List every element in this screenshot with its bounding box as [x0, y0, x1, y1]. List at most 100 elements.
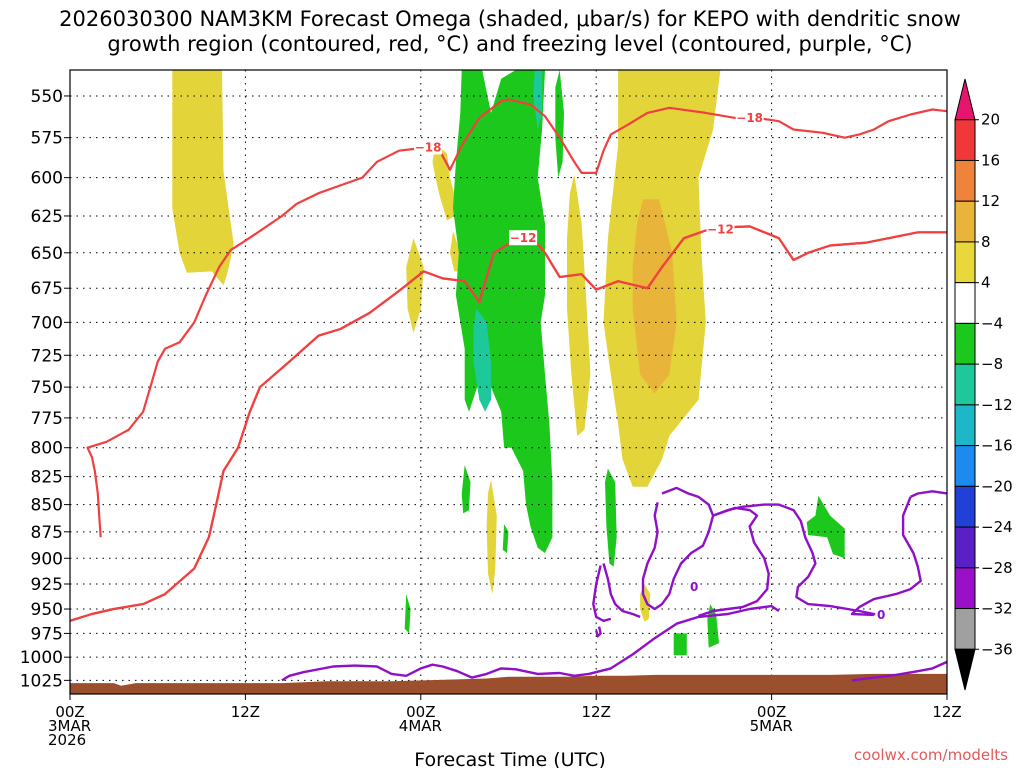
y-axis: 550 575 600 625 650 675 700 725 750 775 800 825 850 8… [20, 87, 70, 691]
isotherm-label-2: −12 [510, 231, 537, 245]
colorbar-label-0: 20 [981, 111, 1000, 129]
y-tick-label-1000: 1000 [20, 648, 63, 668]
freezing-level-contours [281, 486, 947, 682]
omega-region-16 [461, 465, 471, 514]
x-tick-label-4-1: 5MAR [750, 717, 793, 735]
colorbar-bin-top [954, 78, 976, 121]
colorbar-label-8: −16 [981, 437, 1013, 455]
colorbar-label-5: −4 [981, 314, 1003, 332]
freezing-level-0 [281, 604, 780, 682]
omega-region-17 [502, 524, 509, 553]
x-tick-label-2-0: 00Z [406, 703, 435, 721]
omega-region-6 [567, 174, 591, 436]
colorbar-bin-1 [954, 119, 976, 161]
colorbar: 20 16 12 8 4 −4 −8 −12 −16 −20 −24 −28 −32 −36 [954, 78, 1013, 691]
terrain-fill [70, 673, 947, 694]
x-tick-label-4-0: 00Z [757, 703, 786, 721]
y-tick-label-975: 975 [31, 624, 63, 644]
isotherm-label-1: −18 [736, 111, 763, 125]
freezing-level-7 [850, 496, 922, 617]
omega-region-15 [605, 468, 617, 567]
colorbar-label-9: −20 [981, 477, 1013, 495]
x-tick-label-2-1: 4MAR [399, 717, 442, 735]
colorbar-label-11: −28 [981, 559, 1013, 577]
plot-area: −18 −18 −12 −12 0 0 [70, 70, 947, 694]
omega-region-21 [806, 495, 845, 559]
freezing-level-2 [698, 506, 770, 618]
freezing-level-1 [641, 486, 715, 611]
x-tick-label-0-1: 3MAR [48, 717, 91, 735]
omega-region-0 [172, 70, 234, 286]
isotherm-red-1 [70, 225, 947, 622]
dendritic-isotherms [70, 98, 947, 622]
y-tick-label-700: 700 [31, 313, 63, 333]
isotherm-red-2 [86, 147, 414, 538]
colorbar-label-10: −24 [981, 518, 1013, 536]
omega-region-12 [533, 70, 543, 130]
x-tick-label-3-0: 12Z [582, 703, 611, 721]
colorbar-label-1: 16 [981, 151, 1000, 169]
y-tick-label-750: 750 [31, 378, 63, 398]
omega-region-10 [453, 70, 553, 553]
freezing-label-bg-1 [875, 606, 888, 622]
chart-title-line2: growth region (contoured, red, °C) and f… [107, 32, 912, 56]
y-tick-label-575: 575 [31, 129, 63, 149]
y-tick-label-900: 900 [31, 549, 63, 569]
isotherm-label-bg-0 [414, 139, 443, 155]
plot-frame [69, 69, 948, 695]
isotherm-label-bg-3 [706, 221, 735, 237]
y-tick-label-850: 850 [31, 496, 63, 516]
omega-region-8 [486, 480, 497, 595]
freezing-level-8 [851, 660, 947, 682]
colorbar-bin-9 [954, 445, 976, 487]
omega-region-11 [473, 308, 491, 412]
freezing-level-3 [602, 563, 641, 619]
y-tick-label-625: 625 [31, 207, 63, 227]
colorbar-bin-10 [954, 485, 976, 528]
x-tick-label-1-0: 12Z [231, 703, 260, 721]
y-tick-label-725: 725 [31, 346, 63, 366]
y-tick-label-825: 825 [31, 468, 63, 488]
colorbar-label-6: −8 [981, 355, 1003, 373]
omega-region-2 [632, 199, 677, 394]
y-tick-label-600: 600 [31, 169, 63, 189]
isotherm-label-0: −18 [415, 140, 442, 154]
colorbar-label-7: −12 [981, 396, 1013, 414]
colorbar-bin-4 [954, 241, 976, 284]
isotherm-red-3 [413, 98, 947, 174]
colorbar-label-2: 12 [981, 192, 1000, 210]
y-tick-label-925: 925 [31, 575, 63, 595]
freezing-level-4 [592, 565, 612, 622]
colorbar-bin-6 [954, 322, 976, 365]
colorbar-label-3: 8 [981, 233, 991, 251]
terrain-polygon [70, 673, 947, 694]
omega-shading [172, 70, 845, 656]
freezing-label-bg-0 [688, 579, 701, 595]
omega-region-9 [640, 584, 651, 622]
colorbar-bin-2 [954, 159, 976, 202]
isotherm-label-bg-1 [735, 109, 764, 125]
colorbar-bin-bottom [954, 648, 976, 691]
omega-region-5 [450, 230, 461, 272]
freezing-label-0: 0 [690, 580, 698, 594]
y-tick-label-675: 675 [31, 279, 63, 299]
y-tick-label-1025: 1025 [20, 671, 63, 691]
isotherm-label-bg-2 [509, 230, 538, 246]
colorbar-label-13: −36 [981, 640, 1013, 658]
freezing-label-1: 0 [877, 608, 885, 622]
freezing-level-6 [909, 490, 947, 498]
freezing-level-5 [712, 503, 879, 617]
colorbar-bin-12 [954, 567, 976, 610]
y-tick-label-775: 775 [31, 409, 63, 429]
colorbar-label-12: −32 [981, 600, 1013, 618]
colorbar-bin-13 [954, 608, 976, 650]
x-tick-label-5-0: 12Z [932, 703, 961, 721]
colorbar-bin-8 [954, 404, 976, 447]
omega-region-4 [432, 142, 456, 221]
colorbar-bin-7 [954, 363, 976, 406]
omega-region-19 [673, 633, 687, 656]
colorbar-bin-5 [954, 282, 976, 324]
freezing-level-9 [595, 626, 602, 638]
